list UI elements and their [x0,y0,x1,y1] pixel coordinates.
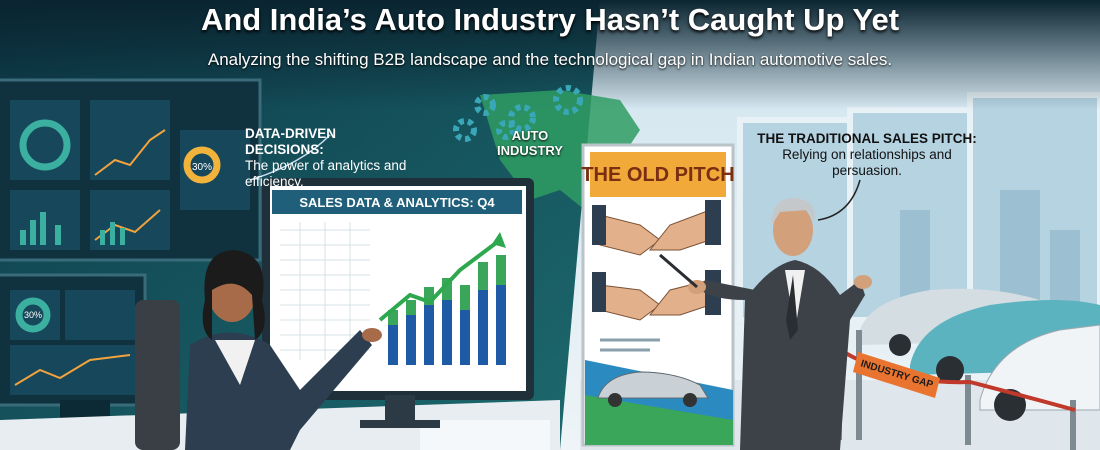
map-label: AUTO INDUSTRY [497,128,563,158]
gauge-label: 30% [192,162,212,173]
callout-text: The power of analytics and efficiency. [245,158,407,189]
gauge-label: 30% [24,310,42,320]
subtitle: Analyzing the shifting B2B landscape and… [207,50,893,69]
title: And India’s Auto Industry Hasn’t Caught … [200,2,900,37]
callout-heading: THE TRADITIONAL SALES PITCH: [757,131,977,146]
callout-text: Relying on relationships and persuasion. [782,147,952,178]
monitor-title: SALES DATA & ANALYTICS: Q4 [299,195,495,210]
callout-heading: DATA-DRIVEN DECISIONS: [245,126,336,157]
banner-title: THE OLD PITCH [581,164,734,186]
data-callout: DATA-DRIVEN DECISIONS: The power of anal… [245,126,415,190]
sales-callout: THE TRADITIONAL SALES PITCH: Relying on … [752,131,982,179]
